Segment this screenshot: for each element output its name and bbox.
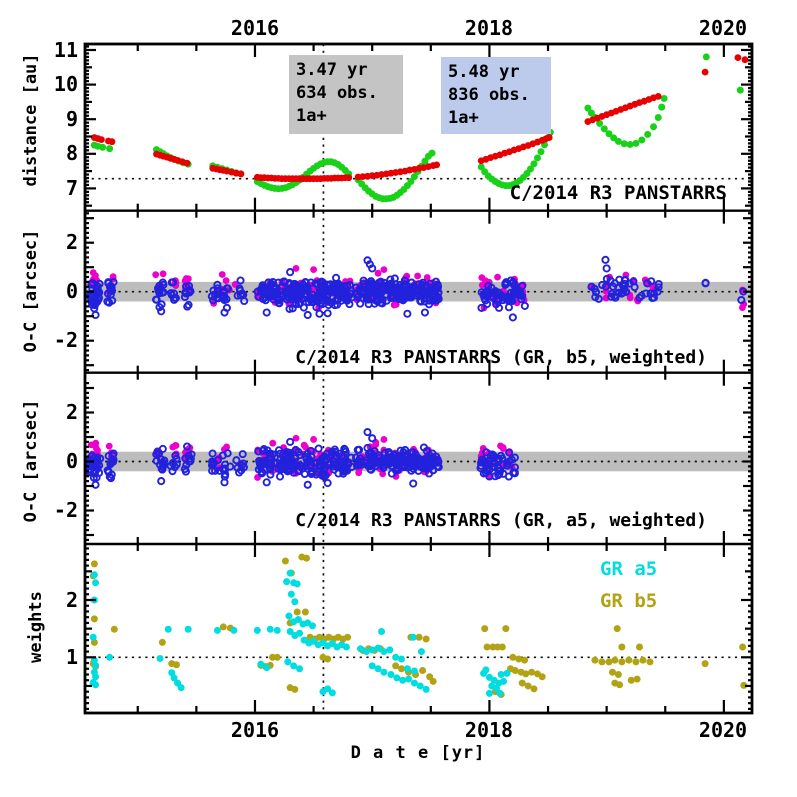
annotation-line: 634 obs.	[296, 83, 378, 103]
panel1-title: C/2014 R3 PANSTARRS	[509, 182, 727, 204]
annotation-line: 836 obs.	[448, 85, 530, 105]
legend-gr-a5: GR a5	[600, 558, 658, 580]
geocentric-distance-points	[90, 53, 744, 203]
heliocentric-distance-points	[90, 54, 749, 183]
oc-blue-open-points	[85, 255, 748, 322]
annotation-line: 3.47 yr	[296, 60, 368, 80]
ytick-p3-0: 0	[65, 449, 78, 473]
ytick-p2-2: 2	[65, 230, 78, 254]
ytick-p3-2: 2	[65, 400, 78, 424]
annotation-line: 1a+	[448, 108, 479, 128]
top-axis-label-2018: 2018	[464, 16, 514, 40]
annotation-line: 1a+	[296, 106, 327, 126]
bottom-axis-label-2018: 2018	[464, 718, 514, 742]
ytick-p1-7: 7	[65, 176, 78, 200]
oc-blue-open-points	[85, 428, 520, 489]
ytick-p2-m2: -2	[53, 328, 78, 352]
ytick-p1-8: 8	[65, 141, 78, 165]
weights-a5-points	[89, 569, 511, 697]
annotation-box-solution-a5: 5.48 yr 836 obs. 1a+	[441, 57, 551, 134]
annotation-line: 5.48 yr	[448, 62, 520, 82]
bottom-axis-label-2020: 2020	[698, 718, 748, 742]
ytick-p4-1: 1	[65, 645, 78, 669]
legend-gr-b5: GR b5	[600, 590, 658, 612]
panel3-title: C/2014 R3 PANSTARRS (GR, a5, weighted)	[295, 510, 707, 531]
ytick-p1-9: 9	[65, 107, 78, 131]
ytick-p4-2: 2	[65, 588, 78, 612]
top-axis-label-2020: 2020	[698, 16, 748, 40]
top-axis-label-2016: 2016	[230, 16, 280, 40]
ytick-p3-m2: -2	[53, 498, 78, 522]
annotation-box-solution-b5: 3.47 yr 634 obs. 1a+	[289, 55, 403, 134]
bottom-axis-label-2016: 2016	[230, 718, 280, 742]
ytick-p2-0: 0	[65, 279, 78, 303]
panel2-title: C/2014 R3 PANSTARRS (GR, b5, weighted)	[295, 347, 707, 368]
x-axis-title: D a t e [yr]	[350, 743, 486, 763]
ytick-p1-10: 10	[53, 72, 78, 96]
ytick-p1-11: 11	[53, 38, 78, 62]
